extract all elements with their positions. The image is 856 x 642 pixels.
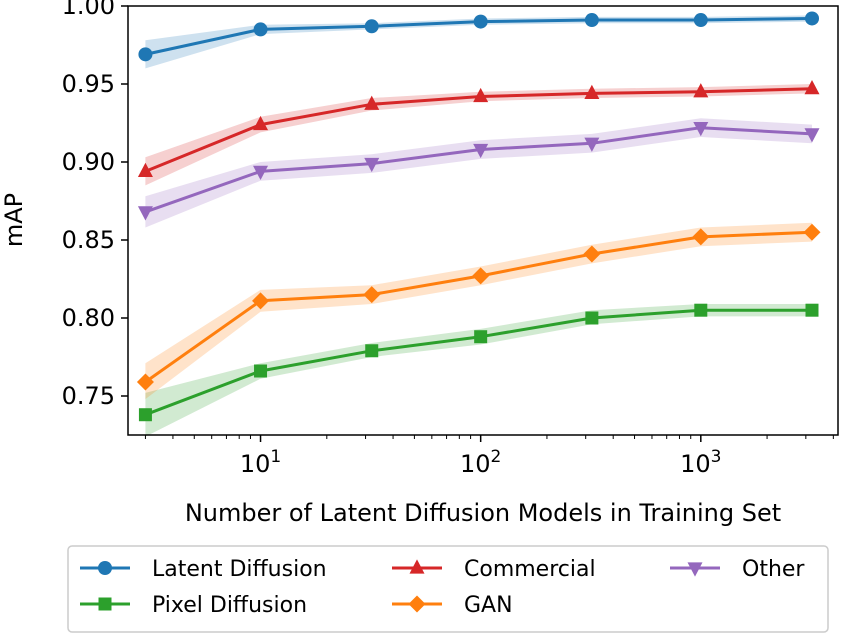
- legend: Latent Diffusion Pixel Diffusion Commercia…: [67, 545, 829, 633]
- commercial-point: [693, 83, 709, 98]
- legend-label-pixel-diffusion: Pixel Diffusion: [152, 593, 307, 618]
- pixel-diffusion-point: [585, 311, 599, 325]
- legend-label-other: Other: [742, 557, 805, 582]
- latent-diffusion-point: [364, 19, 379, 34]
- latent-diffusion-point: [138, 47, 153, 62]
- plot-frame: [127, 5, 839, 436]
- commercial-point: [137, 162, 153, 177]
- gan-point: [472, 267, 490, 285]
- y-axis: 0.75 0.80 0.85 0.90 0.95 1.00: [62, 0, 128, 410]
- x-axis: 101 102 103: [144, 435, 834, 478]
- legend-marker-other: [687, 562, 703, 577]
- commercial-point: [584, 84, 600, 99]
- legend-box: [67, 545, 829, 633]
- other-point: [584, 137, 600, 152]
- legend-label-gan: GAN: [464, 593, 513, 618]
- other-point: [473, 143, 489, 159]
- pixel-diffusion-point: [365, 344, 379, 358]
- gan-point: [692, 228, 710, 246]
- pixel-diffusion-point: [694, 303, 708, 317]
- legend-marker-pixel-diffusion: [98, 597, 112, 611]
- latent-diffusion-point: [584, 13, 599, 28]
- y-tick-label: 0.80: [62, 304, 115, 332]
- y-tick-label: 0.75: [62, 382, 115, 410]
- gan-point: [252, 292, 270, 310]
- gan-point: [136, 373, 154, 391]
- other-point: [253, 165, 269, 180]
- pixel-diffusion-point: [138, 408, 152, 422]
- confidence-bands: [145, 15, 812, 437]
- pixel-diffusion-point: [254, 364, 268, 378]
- series-markers: [136, 11, 821, 422]
- legend-label-commercial: Commercial: [464, 557, 596, 582]
- other-point: [364, 157, 380, 173]
- pixel-diffusion-point: [474, 330, 488, 344]
- legend-marker-commercial: [409, 559, 425, 574]
- y-tick-label: 0.85: [62, 226, 115, 254]
- latent-diffusion-point: [805, 11, 820, 26]
- pixel-diffusion-line: [144, 308, 812, 417]
- commercial-band: [145, 84, 812, 186]
- gan-point: [583, 245, 601, 263]
- legend-marker-gan: [408, 595, 426, 613]
- commercial-point: [253, 115, 269, 131]
- gan-band: [145, 222, 812, 400]
- y-tick-label: 0.90: [62, 148, 115, 176]
- x-tick-label: 103: [680, 447, 721, 478]
- x-tick-label: 101: [240, 447, 281, 478]
- gan-point: [363, 286, 381, 304]
- gan-point: [803, 223, 821, 241]
- y-tick-label: 0.95: [62, 70, 115, 98]
- latent-diffusion-point: [693, 13, 708, 28]
- pixel-diffusion-point: [805, 303, 819, 317]
- legend-label-latent-diffusion: Latent Diffusion: [152, 557, 327, 582]
- commercial-point: [804, 80, 820, 95]
- latent-diffusion-point: [473, 14, 488, 29]
- pixel-diffusion-band: [145, 304, 812, 437]
- x-axis-label: Number of Latent Diffusion Models in Tra…: [185, 499, 781, 527]
- commercial-point: [473, 87, 489, 103]
- series-lines: [144, 17, 813, 417]
- commercial-point: [364, 95, 380, 110]
- other-point: [804, 128, 820, 143]
- x-tick-label: 102: [460, 447, 501, 478]
- other-point: [693, 122, 709, 137]
- y-axis-label: mAP: [0, 193, 28, 247]
- legend-marker-latent-diffusion: [98, 561, 112, 575]
- latent-diffusion-point: [253, 22, 268, 37]
- other-point: [137, 206, 153, 221]
- y-tick-label: 1.00: [62, 0, 115, 20]
